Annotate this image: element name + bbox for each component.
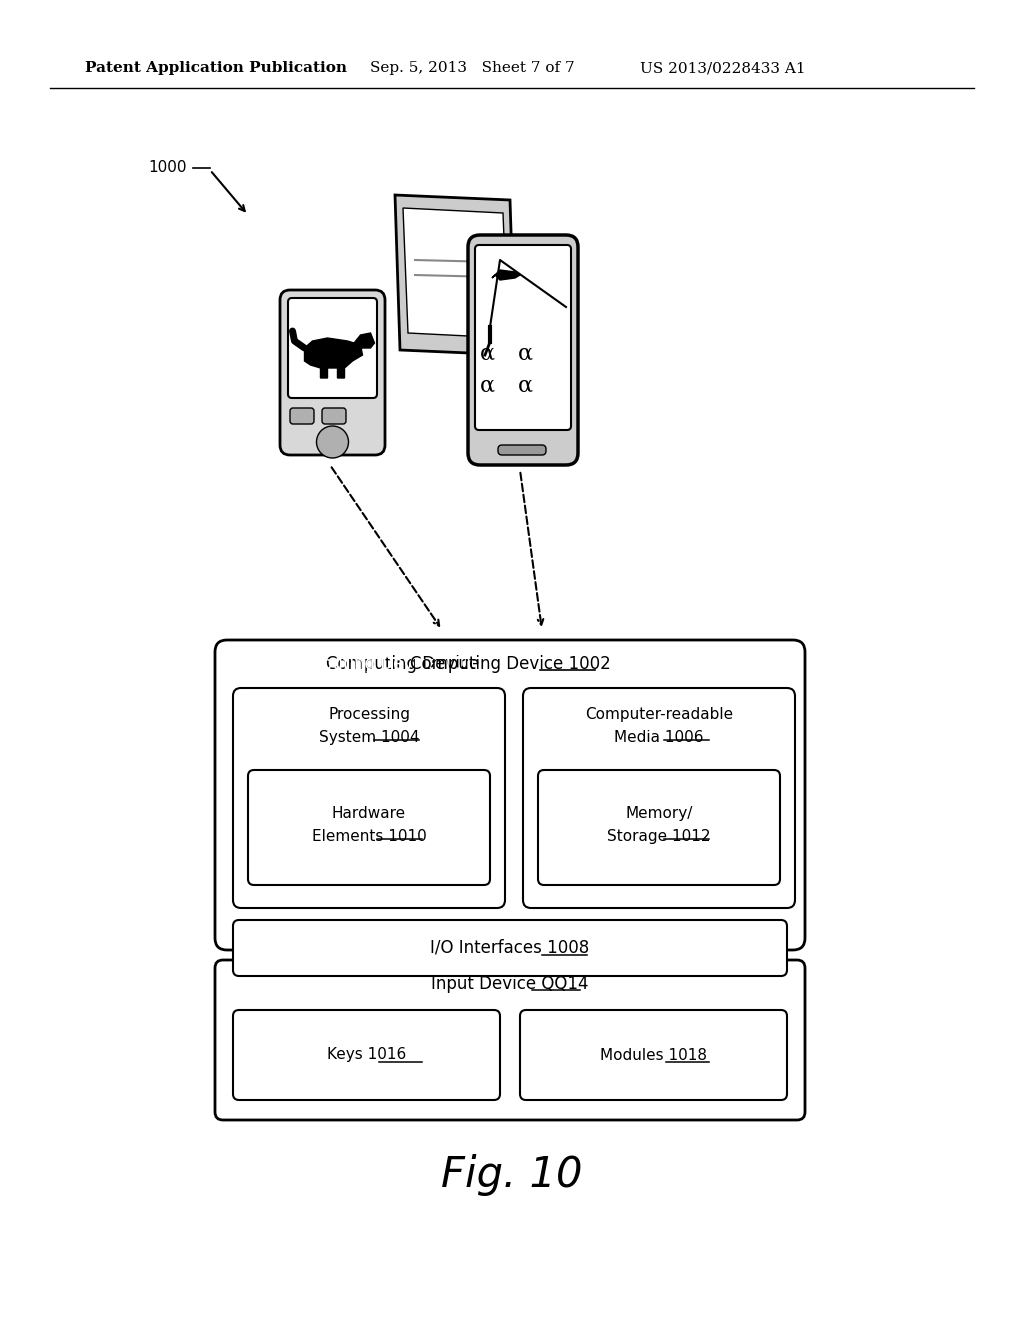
FancyBboxPatch shape — [498, 445, 546, 455]
Polygon shape — [352, 333, 375, 351]
FancyBboxPatch shape — [322, 408, 346, 424]
Text: α: α — [517, 343, 532, 366]
Text: Processing
System 1004: Processing System 1004 — [318, 708, 419, 744]
FancyBboxPatch shape — [288, 298, 377, 399]
FancyBboxPatch shape — [475, 246, 571, 430]
Text: Computing Device 1002: Computing Device 1002 — [410, 655, 610, 673]
FancyBboxPatch shape — [233, 920, 787, 975]
Text: US 2013/0228433 A1: US 2013/0228433 A1 — [640, 61, 806, 75]
Text: Modules 1018: Modules 1018 — [600, 1048, 707, 1063]
Text: 1000: 1000 — [148, 161, 186, 176]
Polygon shape — [304, 338, 362, 378]
Text: Memory/
Storage 1012: Memory/ Storage 1012 — [607, 807, 711, 843]
FancyBboxPatch shape — [468, 235, 578, 465]
FancyBboxPatch shape — [520, 1010, 787, 1100]
Text: Computing Device: Computing Device — [327, 655, 485, 673]
Text: α: α — [479, 375, 495, 397]
FancyBboxPatch shape — [290, 408, 314, 424]
Polygon shape — [492, 271, 520, 280]
FancyBboxPatch shape — [248, 770, 490, 884]
Text: Computing Device 1002: Computing Device 1002 — [285, 655, 485, 673]
Polygon shape — [403, 209, 508, 338]
Text: Computer-readable
Media 1006: Computer-readable Media 1006 — [585, 708, 733, 744]
Text: α: α — [517, 375, 532, 397]
FancyBboxPatch shape — [538, 770, 780, 884]
Text: Patent Application Publication: Patent Application Publication — [85, 61, 347, 75]
FancyBboxPatch shape — [233, 1010, 500, 1100]
Text: α: α — [479, 343, 495, 366]
FancyBboxPatch shape — [523, 688, 795, 908]
Text: I/O Interfaces 1008: I/O Interfaces 1008 — [430, 939, 590, 957]
FancyBboxPatch shape — [233, 688, 505, 908]
FancyBboxPatch shape — [280, 290, 385, 455]
Text: Keys 1016: Keys 1016 — [327, 1048, 407, 1063]
Text: Hardware
Elements 1010: Hardware Elements 1010 — [311, 807, 426, 843]
Text: Input Device QQ14: Input Device QQ14 — [431, 975, 589, 993]
Polygon shape — [395, 195, 515, 355]
FancyBboxPatch shape — [215, 640, 805, 950]
FancyBboxPatch shape — [215, 960, 805, 1119]
Text: Fig. 10: Fig. 10 — [441, 1154, 583, 1196]
Circle shape — [316, 426, 348, 458]
Text: Sep. 5, 2013   Sheet 7 of 7: Sep. 5, 2013 Sheet 7 of 7 — [370, 61, 574, 75]
